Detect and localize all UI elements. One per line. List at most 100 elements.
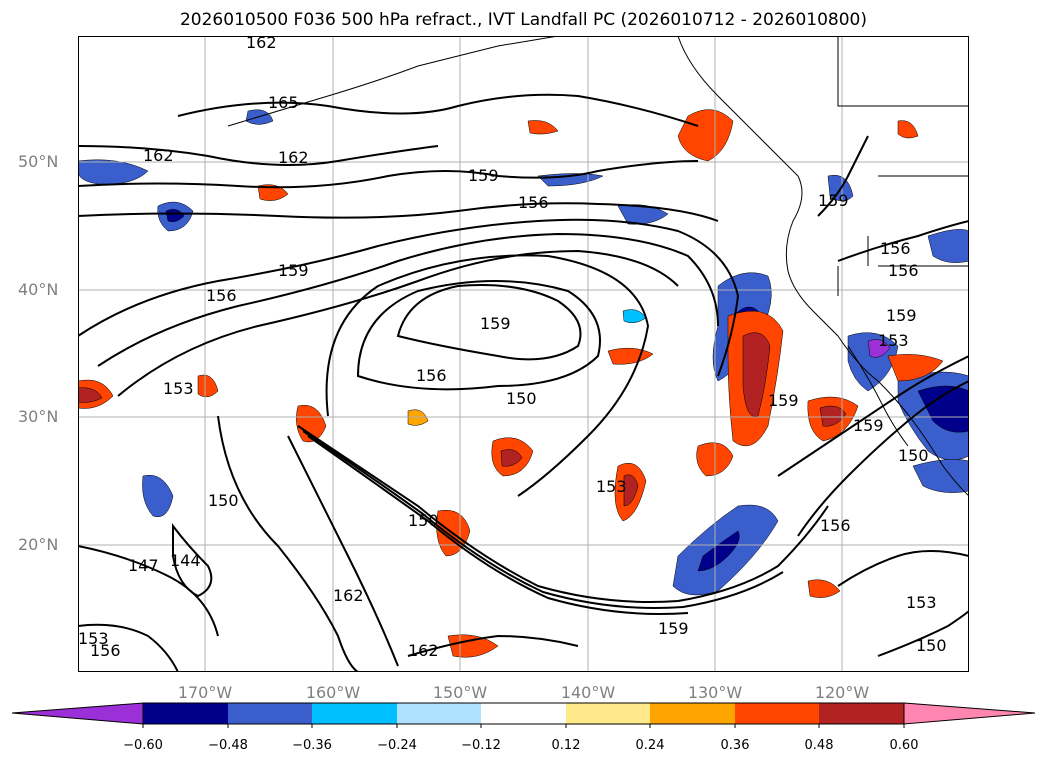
contour-label-153-a: 153: [163, 379, 194, 398]
contour-label-156-e: 156: [880, 239, 911, 258]
map-panel: 162 165 162 162 159 156 159 156 153 159 …: [78, 36, 969, 672]
contour-label-159-h: 159: [853, 416, 884, 435]
contour-150-b: [217, 415, 359, 672]
contour-label-159-a: 159: [468, 166, 499, 185]
blob-neg-3-core: [867, 339, 891, 358]
contour-150-east: [877, 610, 969, 657]
contour-159-east: [797, 380, 969, 537]
contour-162-north: [177, 93, 699, 127]
blob-pos-17: [897, 120, 919, 139]
blob-pos-18: [407, 409, 429, 426]
blob-neg-1-core: [697, 530, 740, 572]
colorbar-bin-4: [397, 703, 481, 724]
contour-label-165: 165: [268, 93, 299, 112]
lon-label-170w: 170°W: [177, 683, 233, 702]
blob-pos-16: [197, 374, 219, 398]
contour-156-east: [777, 355, 969, 477]
colorbar-tick-9: 0.48: [804, 738, 834, 753]
shaded-positive: [78, 109, 944, 658]
contour-label-159-f: 159: [886, 306, 917, 325]
blob-pos-4-core: [623, 474, 639, 507]
blob-neg-10: [142, 474, 174, 518]
contour-labels: 162 165 162 162 159 156 159 156 153 159 …: [78, 36, 947, 660]
colorbar-tick-8: 0.36: [720, 738, 750, 753]
coastline-alaska: [227, 36, 559, 127]
blob-neg-12: [245, 109, 274, 125]
blob-pos-1-core: [742, 332, 771, 417]
lat-label-40n: 40°N: [18, 280, 59, 299]
contour-label-153-c: 153: [906, 593, 937, 612]
colorbar-bin-9: [819, 703, 904, 724]
colorbar-bin-1: [143, 703, 228, 724]
contour-156-a: [78, 202, 719, 222]
colorbar: [11, 702, 1036, 728]
blob-pos-2: [677, 109, 734, 162]
colorbar-tick-5: −0.12: [461, 738, 501, 753]
contour-label-159-d: 159: [658, 619, 689, 638]
contour-jet-1: [297, 425, 829, 603]
colorbar-tick-7: 0.24: [635, 738, 665, 753]
contour-label-150-c: 150: [408, 511, 439, 530]
contour-label-159-inner: 159: [480, 314, 511, 333]
contour-label-150-b: 150: [208, 491, 239, 510]
blob-pos-15: [807, 579, 841, 598]
colorbar-bin-8: [735, 703, 819, 724]
contour-label-162-south: 162: [333, 586, 364, 605]
contour-label-162-b: 162: [143, 146, 174, 165]
colorbar-extend-high: [903, 702, 1036, 725]
lon-label-160w: 160°W: [305, 683, 361, 702]
blob-pos-13: [527, 120, 559, 135]
height-contours: [78, 93, 969, 672]
blob-pos-11: [887, 354, 944, 382]
lon-label-120w: 120°W: [814, 683, 870, 702]
colorbar-bin-6: [566, 703, 650, 724]
contour-label-162-bottom: 162: [408, 641, 439, 660]
lat-label-50n: 50°N: [18, 152, 59, 171]
contour-159-a: [78, 160, 699, 189]
blob-neg-11: [912, 459, 969, 493]
contour-label-156-d: 156: [90, 641, 121, 660]
contour-156-ne: [837, 220, 969, 262]
contour-162-a: [78, 145, 439, 166]
contour-label-144: 144: [170, 551, 201, 570]
colorbar-extend-low: [11, 702, 144, 725]
blob-neg-4-core: [917, 385, 969, 433]
contour-label-162-north: 162: [246, 36, 277, 52]
contour-147: [78, 545, 219, 637]
lon-label-150w: 150°W: [432, 683, 488, 702]
colorbar-tick-1: −0.60: [123, 738, 163, 753]
contour-159-b: [78, 218, 740, 377]
contour-label-150-d: 150: [916, 636, 947, 655]
contour-label-153-d: 153: [78, 629, 109, 648]
contour-label-153-b: 153: [596, 477, 627, 496]
blob-neg-13: [927, 229, 969, 263]
colorbar-bin-2: [228, 703, 312, 724]
contour-144: [172, 523, 213, 598]
contour-162-bottom: [407, 634, 579, 657]
blob-pos-6-core: [819, 405, 847, 427]
contour-label-162-c: 162: [278, 148, 309, 167]
blob-neg-5-core: [165, 209, 185, 223]
colorbar-bin-5: [481, 703, 566, 724]
contour-159-inner: [396, 284, 582, 361]
contour-156-sw: [78, 623, 179, 672]
contour-153-east: [837, 550, 969, 587]
blob-pos-12: [257, 184, 289, 201]
shaded-anomalies: [78, 109, 969, 596]
blob-neg-6: [78, 159, 149, 185]
contour-label-147: 147: [128, 556, 159, 575]
lon-label-140w: 140°W: [560, 683, 616, 702]
contour-162-south: [287, 435, 399, 667]
contour-label-159-b: 159: [278, 261, 309, 280]
contour-label-156-c: 156: [820, 516, 851, 535]
contour-label-159-e: 159: [768, 391, 799, 410]
contour-jet-2: [302, 430, 784, 609]
colorbar-bin-7: [650, 703, 735, 724]
contour-jet-3: [307, 435, 689, 615]
blob-pos-5-core: [78, 387, 103, 403]
contour-156-inner: [356, 280, 601, 391]
colorbar-tick-2: −0.48: [208, 738, 248, 753]
colorbar-tick-6: 0.12: [551, 738, 581, 753]
contour-label-150-e: 150: [898, 446, 929, 465]
contour-150-a: [325, 254, 650, 497]
